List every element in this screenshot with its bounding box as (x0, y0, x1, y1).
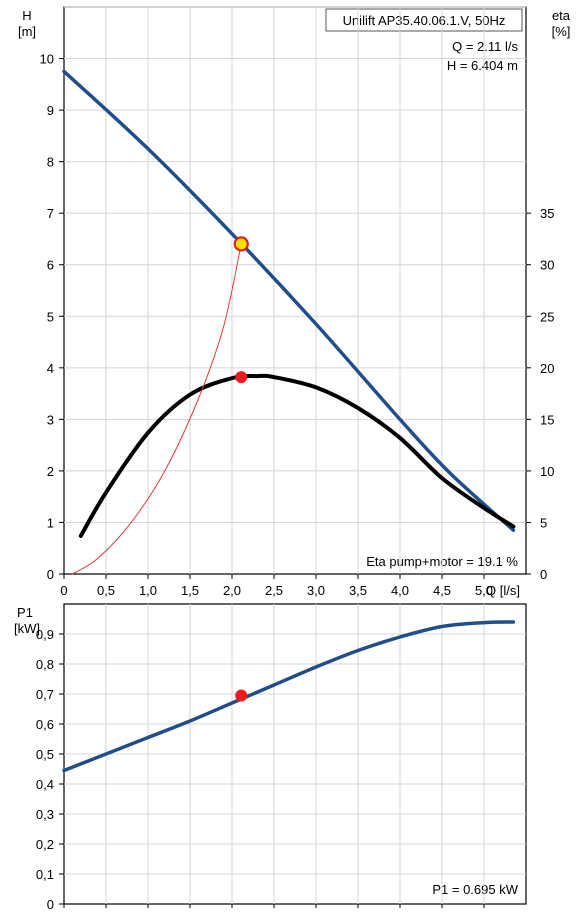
y2-axis-label-eta-unit: [%] (552, 24, 571, 39)
x-tick-label: 0,5 (97, 583, 115, 598)
y-tick-label: 2 (47, 464, 54, 479)
x-tick-label: 5,0 (475, 583, 493, 598)
power-curve (62, 620, 516, 773)
y2-tick-label: 5 (540, 515, 547, 530)
p1-tick-label: 0,4 (36, 777, 54, 792)
chart-title: Unilift AP35.40.06.1.V, 50Hz (343, 13, 506, 28)
p1-tick-label: 0,5 (36, 747, 54, 762)
duty-point-head (233, 236, 249, 252)
duty-system-curve (71, 243, 242, 575)
y-axis-label-p1: P1 (17, 605, 33, 620)
x-tick-label: 2,0 (223, 583, 241, 598)
efficiency-curve (78, 373, 516, 538)
duty-point-p1 (235, 689, 248, 702)
y-tick-label: 3 (47, 412, 54, 427)
x-axis-label: Q [l/s] (486, 583, 520, 598)
y2-tick-label: 30 (540, 258, 554, 273)
p1-annotation: P1 = 0.695 kW (432, 882, 518, 897)
x-tick-label: 0 (60, 583, 67, 598)
y-tick-label: 6 (47, 258, 54, 273)
y-tick-label: 0 (47, 567, 54, 582)
y2-tick-label: 25 (540, 309, 554, 324)
x-tick-label: 2,5 (265, 583, 283, 598)
duty-point-eta (235, 371, 248, 384)
info-box (325, 8, 523, 32)
p1-tick-label: 0,6 (36, 717, 54, 732)
y2-axis-label-eta: eta (552, 8, 571, 23)
y-tick-label: 9 (47, 103, 54, 118)
p1-tick-label: 0,2 (36, 837, 54, 852)
x-tick-label: 1,5 (181, 583, 199, 598)
p1-tick-label: 0,9 (36, 627, 54, 642)
p1-tick-label: 0,3 (36, 807, 54, 822)
x-tick-label: 3,0 (307, 583, 325, 598)
y2-tick-label: 0 (540, 567, 547, 582)
y-tick-label: 4 (47, 361, 54, 376)
x-tick-label: 1,0 (139, 583, 157, 598)
x-tick-label: 4,5 (433, 583, 451, 598)
y-axis-label-h: H (22, 8, 31, 23)
y-tick-label: 1 (47, 515, 54, 530)
p1-tick-label: 0,1 (36, 867, 54, 882)
p1-tick-label: 0 (47, 897, 54, 912)
duty-q-annotation: Q = 2.11 l/s (452, 39, 518, 54)
y2-tick-label: 15 (540, 412, 554, 427)
p1-tick-label: 0,8 (36, 657, 54, 672)
y-tick-label: 5 (47, 309, 54, 324)
x-tick-label: 3,5 (349, 583, 367, 598)
y2-tick-label: 35 (540, 206, 554, 221)
y-tick-label: 8 (47, 155, 54, 170)
y-tick-label: 7 (47, 206, 54, 221)
y-axis-label-h-unit: [m] (18, 24, 36, 39)
y2-tick-label: 10 (540, 464, 554, 479)
p1-tick-label: 0,7 (36, 687, 54, 702)
y2-tick-label: 20 (540, 361, 554, 376)
y-tick-label: 10 (40, 52, 54, 67)
duty-h-annotation: H = 6.404 m (447, 58, 518, 73)
y-axis-label-p1-unit: [kW] (14, 621, 40, 636)
head-curve (62, 69, 516, 532)
x-tick-label: 4,0 (391, 583, 409, 598)
